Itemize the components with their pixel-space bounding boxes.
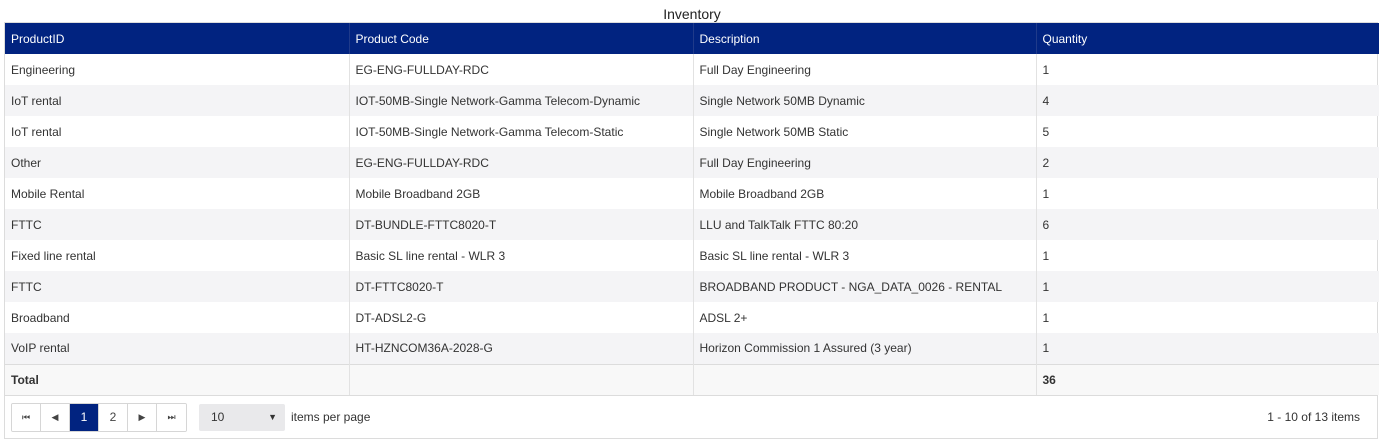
column-header-quantity[interactable]: Quantity (1036, 23, 1379, 54)
cell-productid: Engineering (5, 54, 350, 85)
footer-cell-empty (693, 363, 1037, 395)
cell-productid: IoT rental (5, 116, 350, 147)
items-per-page-label: items per page (291, 410, 371, 424)
dropdown-caret-icon: ▼ (268, 412, 277, 422)
cell-description: ADSL 2+ (693, 302, 1037, 333)
first-page-icon: ⏮ (21, 411, 31, 422)
cell-description: Single Network 50MB Static (693, 116, 1037, 147)
last-page-icon: ⏭ (167, 411, 176, 422)
cell-productid: IoT rental (5, 85, 350, 116)
first-page-button[interactable]: ⏮ (12, 403, 41, 431)
cell-quantity: 1 (1042, 62, 1050, 77)
cell-product-code: HT-HZNCOM36A-2028-G (349, 333, 694, 364)
pager-buttons: ⏮ ◀ 1 2 ▶ ⏭ (11, 402, 187, 432)
cell-description: Full Day Engineering (693, 147, 1037, 178)
column-header-description[interactable]: Description (693, 23, 1037, 54)
cell-productid: Fixed line rental (5, 240, 350, 271)
cell-quantity: 2 (1036, 147, 1379, 178)
cell-productid: FTTC (5, 271, 350, 302)
column-header-product-code[interactable]: Product Code (349, 23, 694, 54)
table-row[interactable]: IoT rental IOT-50MB-Single Network-Gamma … (5, 85, 1379, 116)
total-label: Total (5, 363, 350, 395)
cell-product-code: EG-ENG-FULLDAY-RDC (349, 54, 694, 85)
cell-product-code: Basic SL line rental - WLR 3 (349, 240, 694, 271)
column-header-productid[interactable]: ProductID (5, 23, 350, 54)
cell-product-code: DT-ADSL2-G (349, 302, 694, 333)
cell-productid: FTTC (5, 209, 350, 240)
table-body: Engineering EG-ENG-FULLDAY-RDC Full Day En… (5, 54, 1379, 364)
cell-quantity: 1 (1042, 248, 1050, 263)
cell-description: LLU and TalkTalk FTTC 80:20 (693, 209, 1037, 240)
last-page-button[interactable]: ⏭ (157, 403, 186, 431)
previous-page-icon: ◀ (51, 411, 59, 422)
cell-description: Mobile Broadband 2GB (693, 178, 1037, 209)
footer-row: Total 36 (5, 363, 1379, 395)
footer-cell-empty (349, 363, 694, 395)
page-size-dropdown[interactable]: 10 ▼ (199, 403, 285, 431)
cell-productid: Other (5, 147, 350, 178)
pager-info: 1 - 10 of 13 items (1267, 410, 1360, 424)
cell-productid: Mobile Rental (5, 178, 350, 209)
table-row[interactable]: IoT rental IOT-50MB-Single Network-Gamma … (5, 116, 1379, 147)
grid-title: Inventory (663, 6, 721, 22)
cell-product-code: Mobile Broadband 2GB (349, 178, 694, 209)
cell-quantity: 6 (1036, 209, 1379, 240)
inventory-grid: ProductID Product Code Description Quant… (4, 22, 1379, 439)
next-page-icon: ▶ (138, 411, 146, 422)
table-row[interactable]: Mobile Rental Mobile Broadband 2GB Mobile … (5, 178, 1379, 209)
cell-description: Full Day Engineering (693, 54, 1037, 85)
cell-description: Basic SL line rental - WLR 3 (693, 240, 1037, 271)
pager: ⏮ ◀ 1 2 ▶ ⏭ 10 ▼ items per page 1 - 10 o… (5, 395, 1377, 438)
cell-description: BROADBAND PRODUCT - NGA_DATA_0026 - RENT… (693, 271, 1037, 302)
cell-product-code: IOT-50MB-Single Network-Gamma Telecom-St… (349, 116, 694, 147)
cell-product-code: EG-ENG-FULLDAY-RDC (349, 147, 694, 178)
cell-product-code: DT-BUNDLE-FTTC8020-T (349, 209, 694, 240)
cell-quantity: 1 (1042, 310, 1050, 325)
table-row[interactable]: Fixed line rental Basic SL line rental - … (5, 240, 1379, 271)
table-row[interactable]: FTTC DT-BUNDLE-FTTC8020-T LLU and TalkTalk… (5, 209, 1379, 240)
cell-quantity: 1 (1036, 333, 1379, 364)
inventory-table: ProductID Product Code Description Quant… (5, 23, 1379, 395)
cell-quantity: 5 (1042, 124, 1050, 139)
table-row[interactable]: Other EG-ENG-FULLDAY-RDC Full Day Engineer… (5, 147, 1379, 178)
cell-quantity: 1 (1036, 271, 1379, 302)
cell-quantity: 4 (1036, 85, 1379, 116)
previous-page-button[interactable]: ◀ (41, 403, 70, 431)
cell-product-code: DT-FTTC8020-T (349, 271, 694, 302)
total-quantity: 36 (1036, 363, 1379, 395)
page-button-2[interactable]: 2 (99, 403, 128, 431)
cell-description: Single Network 50MB Dynamic (693, 85, 1037, 116)
cell-product-code: IOT-50MB-Single Network-Gamma Telecom-Dy… (349, 85, 694, 116)
next-page-button[interactable]: ▶ (128, 403, 157, 431)
table-row[interactable]: Engineering EG-ENG-FULLDAY-RDC Full Day En… (5, 54, 1379, 85)
cell-productid: Broadband (5, 302, 350, 333)
cell-quantity: 1 (1042, 186, 1050, 201)
table-row[interactable]: Broadband DT-ADSL2-G ADSL 2+ 1 (5, 302, 1379, 333)
header-row: ProductID Product Code Description Quant… (5, 23, 1379, 54)
table-row[interactable]: FTTC DT-FTTC8020-T BROADBAND PRODUCT - NGA… (5, 271, 1379, 302)
table-row[interactable]: VoIP rental HT-HZNCOM36A-2028-G Horizon Co… (5, 333, 1379, 364)
page-size-value: 10 (211, 410, 225, 424)
cell-productid: VoIP rental (5, 333, 350, 364)
cell-description: Horizon Commission 1 Assured (3 year) (693, 333, 1037, 364)
page-button-1[interactable]: 1 (70, 403, 99, 431)
